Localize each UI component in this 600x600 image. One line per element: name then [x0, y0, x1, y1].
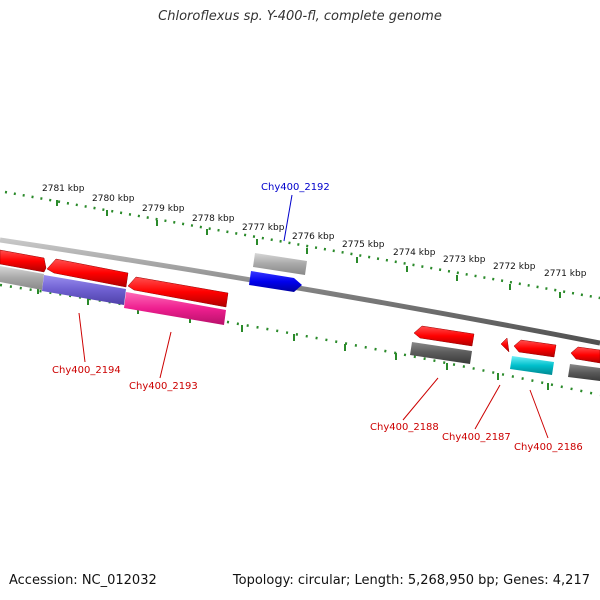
- gene-label-chy400-2188[interactable]: Chy400_2188: [370, 422, 439, 433]
- gene-track: [0, 253, 600, 381]
- map-title: Chloroflexus sp. Y-400-fl, complete geno…: [158, 9, 442, 24]
- gene-block[interactable]: [0, 266, 44, 290]
- kbp-label: 2778 kbp: [192, 214, 235, 224]
- gene-block-chy400-2193[interactable]: [124, 292, 226, 325]
- gene-block[interactable]: [253, 253, 307, 275]
- accession-text: Accession: NC_012032: [9, 573, 157, 588]
- kbp-label: 2779 kbp: [142, 204, 185, 214]
- gene-block-chy400-2186[interactable]: [510, 356, 554, 375]
- gene-label-chy400-2186[interactable]: Chy400_2186: [514, 442, 583, 453]
- cds-arrow[interactable]: [570, 346, 600, 364]
- cds-arrow[interactable]: [46, 258, 129, 288]
- gene-label-chy400-2194[interactable]: Chy400_2194: [52, 365, 121, 376]
- gene-label-chy400-2192[interactable]: Chy400_2192: [261, 182, 330, 193]
- cds-arrow[interactable]: [0, 249, 47, 273]
- kbp-label: 2774 kbp: [393, 248, 436, 258]
- genome-backbone: [0, 237, 600, 346]
- outer-major-ticks: [56, 200, 561, 298]
- kbp-label: 2780 kbp: [92, 194, 135, 204]
- kbp-label: 2772 kbp: [493, 262, 536, 272]
- cds-arrow[interactable]: [513, 339, 557, 358]
- kbp-label: 2773 kbp: [443, 255, 486, 265]
- genome-summary-text: Topology: circular; Length: 5,268,950 bp…: [232, 573, 590, 588]
- cds-arrow[interactable]: [500, 337, 510, 353]
- gene-block-chy400-2192[interactable]: [249, 271, 302, 292]
- gene-label-chy400-2187[interactable]: Chy400_2187: [442, 432, 511, 443]
- cds-arrow[interactable]: [127, 276, 229, 308]
- gene-block[interactable]: [568, 364, 600, 381]
- gene-block-chy400-2188[interactable]: [410, 342, 472, 364]
- kbp-label: 2777 kbp: [242, 223, 285, 233]
- gene-label-chy400-2193[interactable]: Chy400_2193: [129, 381, 198, 392]
- kbp-label: 2775 kbp: [342, 240, 385, 250]
- gene-labels: Chy400_2192 Chy400_2194 Chy400_2193 Chy4…: [52, 182, 583, 453]
- forward-cds-track: [0, 249, 600, 364]
- cds-arrow[interactable]: [413, 325, 475, 347]
- outer-ruler-track: [4, 190, 600, 300]
- kbp-labels: 2781 kbp 2780 kbp 2779 kbp 2778 kbp 2777…: [42, 184, 587, 279]
- kbp-label: 2771 kbp: [544, 269, 587, 279]
- kbp-label: 2781 kbp: [42, 184, 85, 194]
- inner-ruler-track: [0, 283, 600, 397]
- kbp-label: 2776 kbp: [292, 232, 335, 242]
- leader-lines: [78, 194, 549, 439]
- gene-block-chy400-2194[interactable]: [42, 275, 126, 305]
